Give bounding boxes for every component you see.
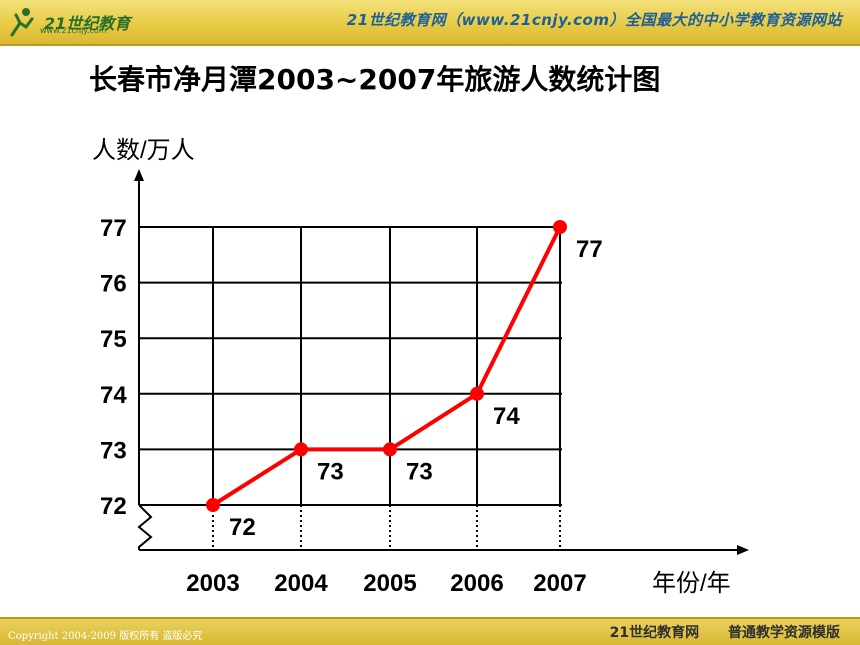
y-tick-label: 77 bbox=[100, 215, 127, 242]
series-path bbox=[211, 226, 562, 507]
x-tick-label: 2006 bbox=[450, 570, 503, 597]
chart-grid bbox=[139, 226, 562, 550]
y-tick-label: 76 bbox=[100, 271, 127, 298]
y-tick-labels: 72 73 74 75 76 77 bbox=[100, 215, 127, 520]
chart-title: 长春市净月潭2003~2007年旅游人数统计图 bbox=[89, 63, 661, 96]
x-tick-label: 2003 bbox=[186, 570, 239, 597]
data-label: 77 bbox=[576, 236, 603, 263]
header-tagline: 21世纪教育网（www.21cnjy.com）全国最大的中小学教育资源网站 bbox=[346, 11, 842, 29]
x-axis-label: 年份/年 bbox=[652, 570, 731, 597]
logo-text: 21世纪教育 bbox=[44, 14, 131, 33]
header-divider bbox=[0, 44, 860, 46]
data-label: 72 bbox=[229, 514, 256, 541]
data-label: 73 bbox=[406, 458, 433, 485]
data-labels: 72 73 73 74 77 bbox=[229, 236, 603, 541]
x-tick-label: 2005 bbox=[363, 570, 416, 597]
data-point bbox=[383, 442, 397, 457]
y-tick-label: 73 bbox=[100, 437, 127, 464]
header-bar bbox=[0, 0, 860, 44]
footer-slogan: 普通教学资源模版 bbox=[728, 625, 840, 641]
y-tick-label: 75 bbox=[100, 326, 127, 353]
site-logo: 21世纪教育 bbox=[6, 4, 130, 40]
logo-subtitle: www.21cnjy.com bbox=[40, 26, 107, 35]
y-axis-arrow bbox=[134, 169, 144, 181]
x-tick-labels: 2003 2004 2005 2006 2007 bbox=[186, 570, 586, 597]
axis-break bbox=[137, 504, 153, 550]
data-label: 73 bbox=[317, 458, 344, 485]
footer-site: 21世纪教育网 bbox=[609, 625, 700, 641]
runner-icon bbox=[10, 8, 34, 37]
x-tick-label: 2004 bbox=[274, 570, 328, 597]
data-point bbox=[470, 386, 484, 401]
data-point bbox=[553, 220, 567, 234]
footer-bar bbox=[0, 617, 860, 645]
copyright-text: Copyright 2004-2009 版权所有 盗版必究 bbox=[8, 631, 203, 642]
x-tick-label: 2007 bbox=[533, 570, 586, 597]
line-chart: 72 73 74 75 76 77 2003 2004 2005 2006 2007 72 73 73… bbox=[92, 137, 749, 597]
y-axis-label: 人数/万人 bbox=[92, 137, 195, 164]
chart-axes bbox=[134, 169, 749, 555]
data-point bbox=[294, 442, 308, 457]
data-point bbox=[206, 498, 220, 512]
x-axis-arrow bbox=[737, 545, 749, 555]
data-label: 74 bbox=[493, 403, 520, 430]
series-line bbox=[206, 220, 567, 512]
y-tick-label: 72 bbox=[100, 493, 127, 520]
y-tick-label: 74 bbox=[100, 382, 127, 409]
footer-brand: 21世纪教育网 普通教学资源模版 bbox=[586, 622, 840, 642]
